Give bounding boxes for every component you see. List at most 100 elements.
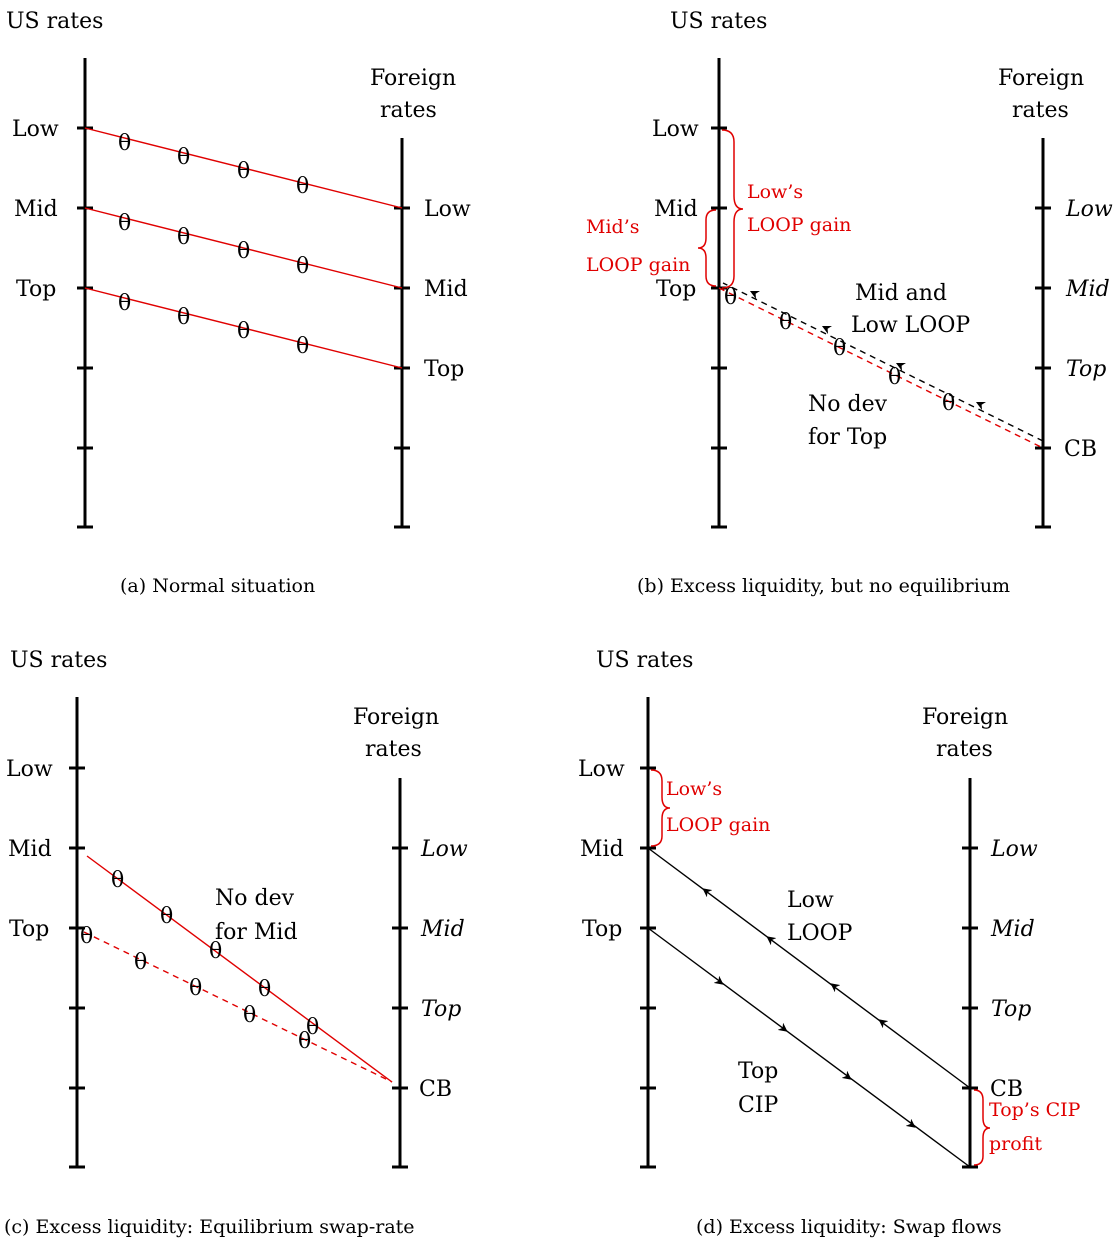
foreign-label-mid: Mid bbox=[1065, 277, 1110, 302]
mid-low-loop-label: Mid and bbox=[855, 281, 947, 306]
mid-low-loop-label: Low LOOP bbox=[851, 313, 970, 338]
foreign-label-top: Top bbox=[421, 997, 461, 1022]
swap-line-mid bbox=[86, 855, 393, 1083]
swap-line-dashed-red bbox=[718, 287, 1044, 449]
foreign-label-low: Low bbox=[420, 837, 468, 862]
theta-mark: θ bbox=[888, 365, 901, 390]
us-label-top: Top bbox=[656, 277, 696, 302]
theta-mark: θ bbox=[160, 904, 173, 929]
brace-low-gain bbox=[650, 769, 671, 847]
foreign-label-top: Top bbox=[424, 357, 464, 382]
us-label-mid: Mid bbox=[580, 837, 624, 862]
theta-mark: θ bbox=[118, 211, 131, 236]
foreign-axis bbox=[392, 778, 408, 1169]
us-label-top: Top bbox=[582, 917, 622, 942]
foreign-axis-title: Foreign bbox=[353, 705, 439, 730]
cip-profit-label: Top’s CIP bbox=[989, 1099, 1081, 1121]
flow-arrow bbox=[975, 401, 987, 411]
top-cip-label: CIP bbox=[738, 1093, 779, 1118]
foreign-axis-title: rates bbox=[380, 98, 437, 123]
theta-mark: θ bbox=[296, 254, 309, 279]
panel-c: US rates Foreign rates Low Mid Top Low M… bbox=[4, 648, 468, 1238]
theta-mark: θ bbox=[237, 319, 250, 344]
theta-mark: θ bbox=[209, 939, 222, 964]
theta-mark: θ bbox=[298, 1029, 311, 1054]
foreign-axis-title: Foreign bbox=[998, 66, 1084, 91]
brace-low-gain bbox=[721, 129, 744, 289]
foreign-label-cb: CB bbox=[419, 1077, 452, 1102]
flow-arrow bbox=[749, 290, 761, 300]
theta-mark: θ bbox=[306, 1015, 319, 1040]
theta-mark: θ bbox=[779, 310, 792, 335]
foreign-label-top: Top bbox=[991, 997, 1031, 1022]
us-axis-title: US rates bbox=[10, 648, 107, 673]
us-axis bbox=[77, 58, 93, 529]
foreign-label-mid: Mid bbox=[990, 917, 1035, 942]
theta-mark: θ bbox=[296, 334, 309, 359]
theta-mark: θ bbox=[243, 1003, 256, 1028]
foreign-axis-title: Foreign bbox=[922, 705, 1008, 730]
brace-cip-profit bbox=[973, 1089, 991, 1166]
caption-a: (a) Normal situation bbox=[120, 575, 315, 597]
us-axis bbox=[69, 697, 85, 1169]
theta-mark: θ bbox=[134, 950, 147, 975]
us-label-top: Top bbox=[16, 277, 56, 302]
caption-c: (c) Excess liquidity: Equilibrium swap-r… bbox=[4, 1216, 415, 1238]
theta-mark: θ bbox=[258, 977, 271, 1002]
panel-d: US rates Foreign rates Low Mid Top Low M… bbox=[578, 648, 1081, 1238]
theta-mark: θ bbox=[237, 159, 250, 184]
foreign-axis bbox=[394, 138, 410, 529]
theta-mark: θ bbox=[177, 145, 190, 170]
no-dev-label: No dev bbox=[215, 886, 295, 911]
theta-mark: θ bbox=[296, 174, 309, 199]
foreign-label-mid: Mid bbox=[420, 917, 465, 942]
foreign-label-cb: CB bbox=[990, 1077, 1023, 1102]
loop-flow-dashed bbox=[722, 282, 1044, 442]
us-axis-title: US rates bbox=[670, 9, 767, 34]
foreign-label-top: Top bbox=[1066, 357, 1106, 382]
theta-labels: θ θ θ θ θ θ θ θ θ θ bbox=[80, 868, 319, 1054]
theta-mark: θ bbox=[111, 868, 124, 893]
theta-mark: θ bbox=[177, 225, 190, 250]
low-gain-label: Low’s bbox=[666, 778, 722, 800]
us-label-low: Low bbox=[652, 117, 699, 142]
foreign-axis bbox=[962, 778, 978, 1169]
us-label-top: Top bbox=[9, 917, 49, 942]
foreign-axis-title: rates bbox=[936, 737, 993, 762]
theta-mark: θ bbox=[118, 131, 131, 156]
low-loop-label: LOOP bbox=[787, 921, 853, 946]
top-cip-flow bbox=[647, 927, 971, 1168]
theta-mark: θ bbox=[189, 976, 202, 1001]
low-gain-label: Low’s bbox=[747, 181, 803, 203]
us-label-mid: Mid bbox=[8, 837, 52, 862]
us-axis-title: US rates bbox=[6, 9, 103, 34]
foreign-axis-title: rates bbox=[1012, 98, 1069, 123]
foreign-axis-title: rates bbox=[365, 737, 422, 762]
us-label-mid: Mid bbox=[14, 197, 58, 222]
low-loop-flow bbox=[647, 847, 971, 1089]
swap-line-top bbox=[84, 287, 403, 369]
theta-labels: θ θ θ θ θ θ θ θ θ θ θ θ bbox=[118, 131, 309, 359]
panel-a: US rates Foreign rates Low Mid Top Low M… bbox=[6, 9, 471, 597]
swap-line-low bbox=[84, 127, 403, 209]
foreign-label-cb: CB bbox=[1064, 437, 1097, 462]
brace-mid-gain bbox=[697, 209, 717, 287]
theta-mark: θ bbox=[942, 391, 955, 416]
swap-line-mid bbox=[84, 207, 403, 289]
panel-b: US rates Foreign rates Low Mid Top Low M… bbox=[586, 9, 1113, 597]
us-label-low: Low bbox=[12, 117, 59, 142]
theta-mark: θ bbox=[724, 285, 737, 310]
theta-mark: θ bbox=[118, 291, 131, 316]
swap-line-top-dashed bbox=[83, 931, 393, 1083]
cip-profit-label: profit bbox=[989, 1133, 1042, 1155]
caption-b: (b) Excess liquidity, but no equilibrium bbox=[637, 575, 1010, 597]
no-dev-label: for Mid bbox=[215, 920, 298, 945]
theta-mark: θ bbox=[80, 924, 93, 949]
us-label-low: Low bbox=[578, 757, 625, 782]
foreign-label-low: Low bbox=[1065, 197, 1113, 222]
no-dev-label: for Top bbox=[808, 425, 887, 450]
us-axis bbox=[711, 58, 727, 529]
foreign-axis-title: Foreign bbox=[370, 66, 456, 91]
mid-gain-label: LOOP gain bbox=[586, 254, 690, 276]
